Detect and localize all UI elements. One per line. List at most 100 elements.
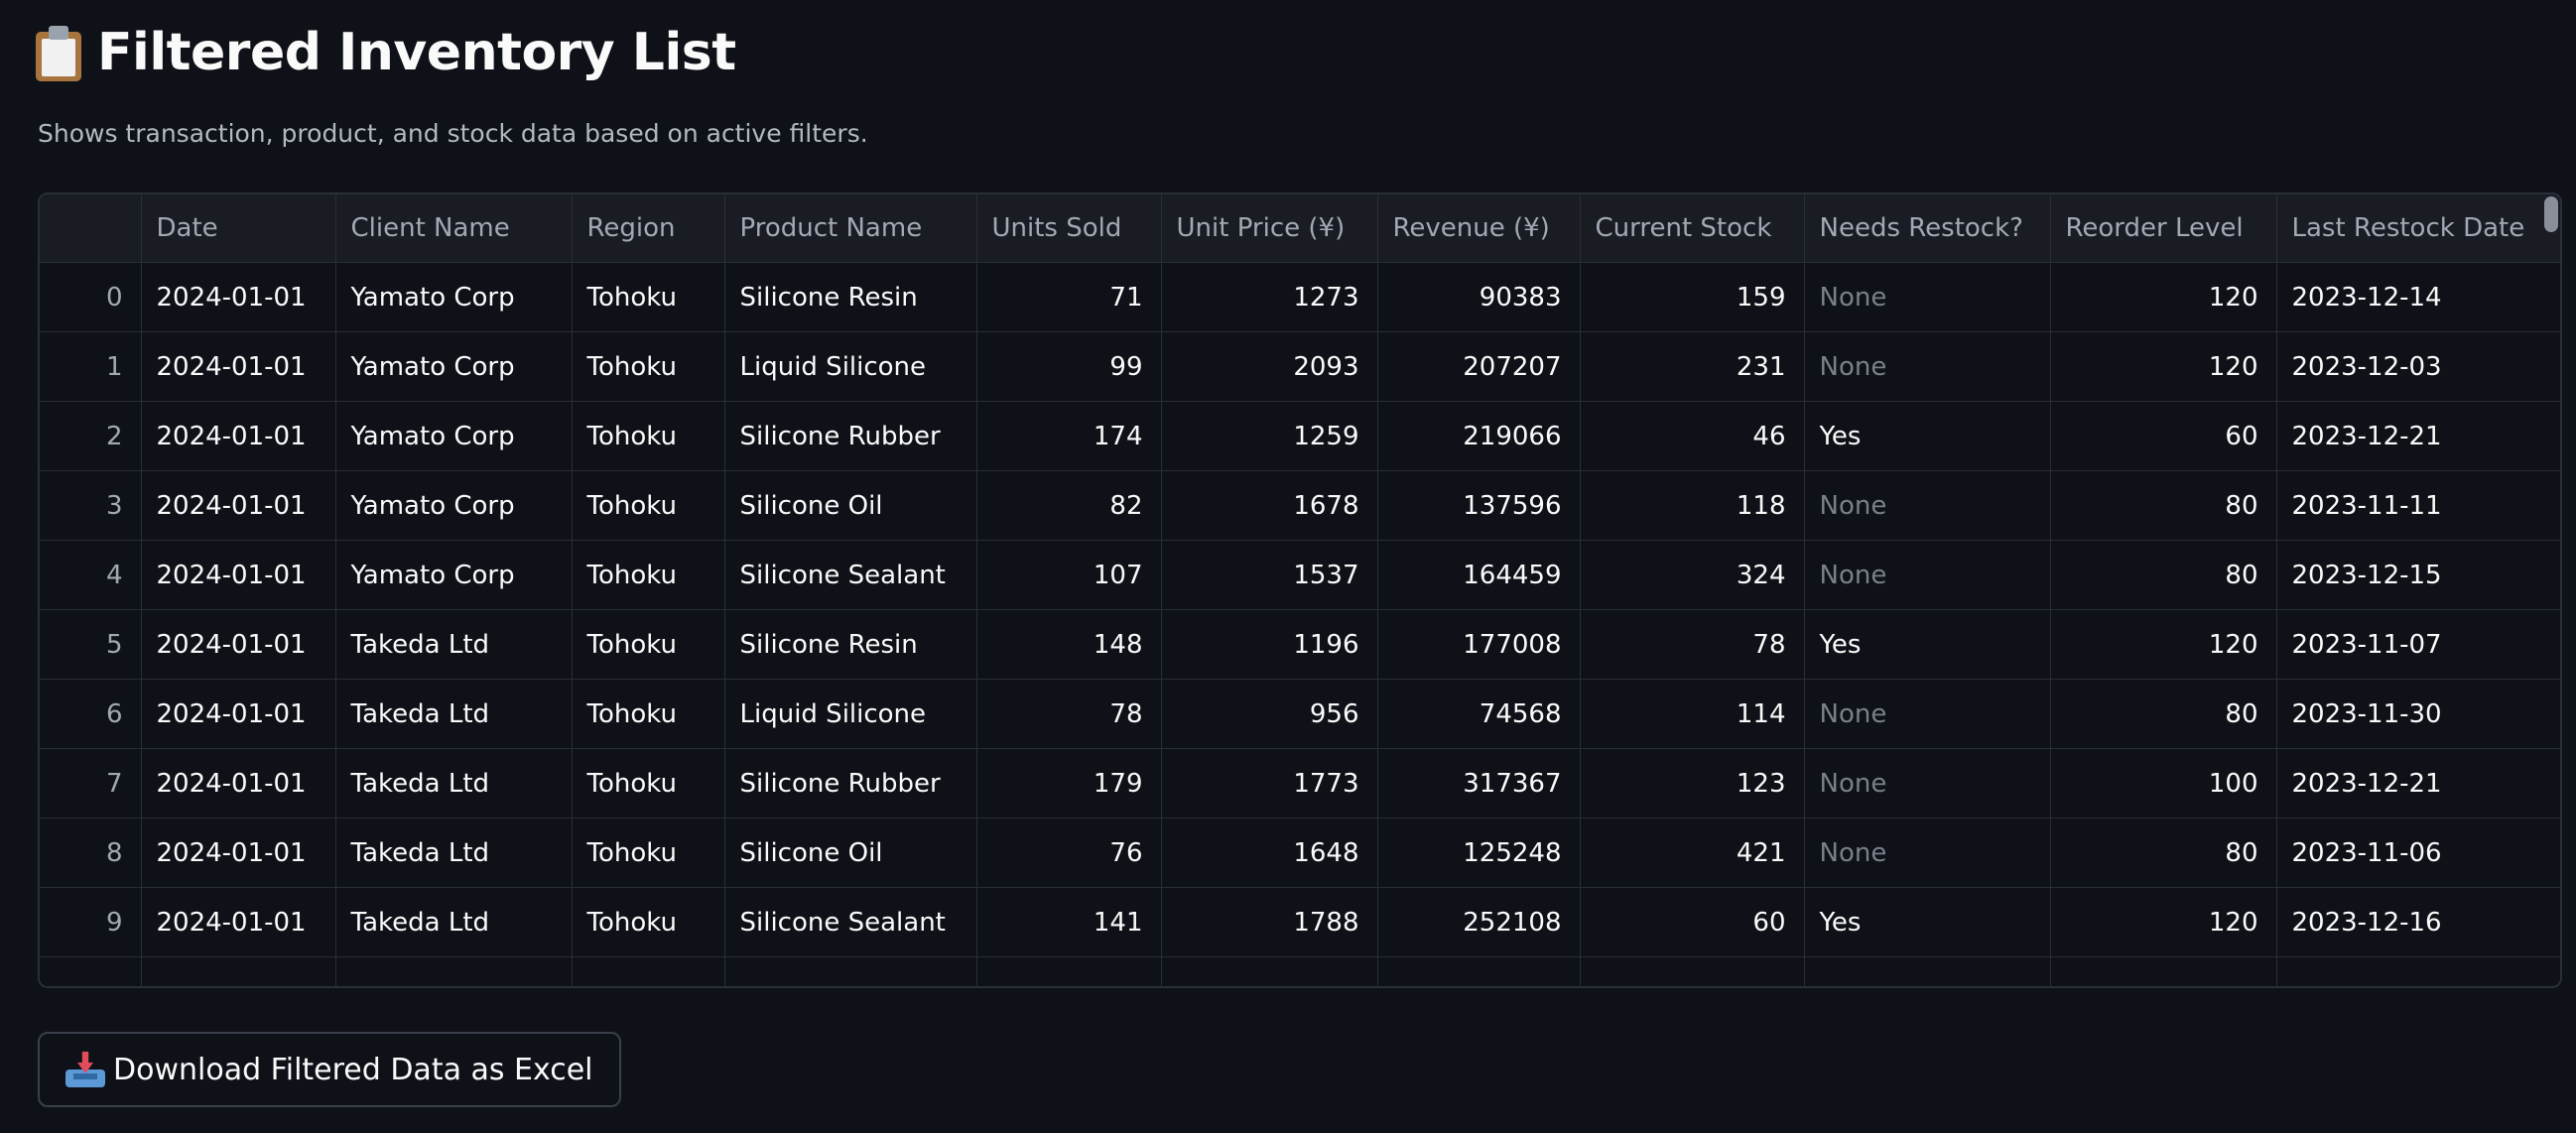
column-header[interactable]: Current Stock bbox=[1580, 194, 1805, 263]
column-header[interactable]: Units Sold bbox=[976, 194, 1162, 263]
table-cell[interactable]: 148 bbox=[976, 609, 1162, 680]
table-cell[interactable]: 1788 bbox=[1161, 887, 1378, 957]
table-row[interactable]: 7 2024-01-01 Takeda Ltd Tohoku Silicone Rubb… bbox=[40, 748, 2560, 818]
table-cell[interactable]: 80 bbox=[2050, 679, 2277, 749]
table-cell[interactable]: Takeda Ltd bbox=[335, 887, 573, 957]
table-cell[interactable]: 324 bbox=[1580, 540, 1805, 610]
table-cell[interactable]: 2023-11-06 bbox=[2276, 818, 2560, 888]
table-cell[interactable]: 90383 bbox=[1377, 262, 1581, 332]
table-row[interactable]: 3 2024-01-01 Yamato Corp Tohoku Silicone Oil… bbox=[40, 470, 2560, 541]
table-cell[interactable]: Liquid Silicone bbox=[724, 331, 977, 402]
table-cell[interactable]: 99 bbox=[976, 331, 1162, 402]
row-index[interactable]: 5 bbox=[40, 609, 142, 680]
table-cell[interactable]: 82 bbox=[976, 470, 1162, 541]
table-cell[interactable]: Tohoku bbox=[572, 470, 725, 541]
table-cell[interactable]: 2093 bbox=[1161, 331, 1378, 402]
table-cell[interactable]: 179 bbox=[976, 748, 1162, 818]
table-cell[interactable]: Silicone Rubber bbox=[724, 401, 977, 471]
table-cell[interactable]: 2023-11-30 bbox=[2276, 679, 2560, 749]
table-cell[interactable]: 2023-11-11 bbox=[2276, 470, 2560, 541]
table-cell[interactable]: 125248 bbox=[1377, 818, 1581, 888]
table-cell[interactable]: 1196 bbox=[1161, 609, 1378, 680]
table-cell[interactable]: None bbox=[1804, 818, 2051, 888]
column-header[interactable]: Product Name bbox=[724, 194, 977, 263]
table-cell[interactable]: Silicone Oil bbox=[724, 470, 977, 541]
table-cell[interactable]: 120 bbox=[2050, 331, 2277, 402]
column-header[interactable]: Region bbox=[572, 194, 725, 263]
table-cell[interactable]: Yamato Corp bbox=[335, 540, 573, 610]
table-cell[interactable]: 114 bbox=[1580, 679, 1805, 749]
table-cell[interactable]: 2024-01-01 bbox=[141, 679, 336, 749]
table-cell[interactable]: None bbox=[1804, 470, 2051, 541]
table-row[interactable]: 9 2024-01-01 Takeda Ltd Tohoku Silicone Seal… bbox=[40, 887, 2560, 957]
table-cell[interactable]: 1259 bbox=[1161, 401, 1378, 471]
table-cell[interactable]: 2023-12-21 bbox=[2276, 748, 2560, 818]
table-cell[interactable]: 2024-01-01 bbox=[141, 470, 336, 541]
table-cell[interactable]: Tohoku bbox=[572, 818, 725, 888]
table-row[interactable]: 8 2024-01-01 Takeda Ltd Tohoku Silicone Oil 7… bbox=[40, 818, 2560, 888]
table-cell[interactable]: 2023-11-07 bbox=[2276, 609, 2560, 680]
table-cell[interactable]: 80 bbox=[2050, 540, 2277, 610]
table-cell[interactable]: 1273 bbox=[1161, 262, 1378, 332]
table-cell[interactable]: 2024-01-01 bbox=[141, 331, 336, 402]
column-header[interactable]: Client Name bbox=[335, 194, 573, 263]
table-cell[interactable]: 80 bbox=[2050, 818, 2277, 888]
table-cell[interactable]: Tohoku bbox=[572, 679, 725, 749]
table-cell[interactable]: 2024-01-01 bbox=[141, 748, 336, 818]
table-cell[interactable]: Yamato Corp bbox=[335, 401, 573, 471]
column-header[interactable]: Unit Price (¥) bbox=[1161, 194, 1378, 263]
row-index[interactable]: 9 bbox=[40, 887, 142, 957]
table-cell[interactable]: 100 bbox=[2050, 748, 2277, 818]
table-cell[interactable]: 46 bbox=[1580, 401, 1805, 471]
table-row[interactable]: 4 2024-01-01 Yamato Corp Tohoku Silicone Sea… bbox=[40, 540, 2560, 610]
table-cell[interactable]: Yes bbox=[1804, 401, 2051, 471]
table-cell[interactable]: Silicone Oil bbox=[724, 818, 977, 888]
table-cell[interactable]: 1537 bbox=[1161, 540, 1378, 610]
row-index[interactable]: 4 bbox=[40, 540, 142, 610]
table-row[interactable]: 1 2024-01-01 Yamato Corp Tohoku Liquid Silic… bbox=[40, 331, 2560, 402]
table-cell[interactable]: Takeda Ltd bbox=[335, 679, 573, 749]
table-cell[interactable]: None bbox=[1804, 679, 2051, 749]
table-cell[interactable]: Tohoku bbox=[572, 401, 725, 471]
table-cell[interactable]: 120 bbox=[2050, 262, 2277, 332]
table-cell[interactable]: Silicone Resin bbox=[724, 262, 977, 332]
table-cell[interactable]: Yes bbox=[1804, 887, 2051, 957]
table-cell[interactable]: 74568 bbox=[1377, 679, 1581, 749]
column-header[interactable]: Reorder Level bbox=[2050, 194, 2277, 263]
table-cell[interactable]: 2024-01-01 bbox=[141, 609, 336, 680]
table-cell[interactable]: Yes bbox=[1804, 609, 2051, 680]
table-cell[interactable]: 2024-01-01 bbox=[141, 401, 336, 471]
table-cell[interactable]: 2023-12-16 bbox=[2276, 887, 2560, 957]
row-index[interactable]: 8 bbox=[40, 818, 142, 888]
table-row[interactable]: 6 2024-01-01 Takeda Ltd Tohoku Liquid Silico… bbox=[40, 679, 2560, 749]
table-cell[interactable]: 207207 bbox=[1377, 331, 1581, 402]
table-cell[interactable]: Yamato Corp bbox=[335, 331, 573, 402]
table-cell[interactable]: 120 bbox=[2050, 887, 2277, 957]
table-cell[interactable]: Takeda Ltd bbox=[335, 748, 573, 818]
table-cell[interactable]: Tohoku bbox=[572, 540, 725, 610]
table-cell[interactable]: 164459 bbox=[1377, 540, 1581, 610]
table-cell[interactable]: 159 bbox=[1580, 262, 1805, 332]
table-cell[interactable]: 231 bbox=[1580, 331, 1805, 402]
vertical-scrollbar[interactable] bbox=[2544, 196, 2558, 232]
row-index[interactable]: 7 bbox=[40, 748, 142, 818]
table-cell[interactable]: 78 bbox=[1580, 609, 1805, 680]
column-header[interactable]: Revenue (¥) bbox=[1377, 194, 1581, 263]
table-cell[interactable]: 1648 bbox=[1161, 818, 1378, 888]
download-excel-button[interactable]: Download Filtered Data as Excel bbox=[38, 1032, 621, 1107]
table-cell[interactable]: Silicone Sealant bbox=[724, 540, 977, 610]
table-cell[interactable]: Tohoku bbox=[572, 887, 725, 957]
row-index[interactable]: 0 bbox=[40, 262, 142, 332]
table-cell[interactable]: 2023-12-21 bbox=[2276, 401, 2560, 471]
table-cell[interactable]: 177008 bbox=[1377, 609, 1581, 680]
table-cell[interactable]: 71 bbox=[976, 262, 1162, 332]
table-cell[interactable]: Silicone Resin bbox=[724, 609, 977, 680]
table-cell[interactable]: 78 bbox=[976, 679, 1162, 749]
column-header[interactable]: Date bbox=[141, 194, 336, 263]
row-index[interactable]: 2 bbox=[40, 401, 142, 471]
column-header[interactable]: Needs Restock? bbox=[1804, 194, 2051, 263]
table-cell[interactable]: 137596 bbox=[1377, 470, 1581, 541]
table-cell[interactable]: 174 bbox=[976, 401, 1162, 471]
table-cell[interactable]: 2023-12-15 bbox=[2276, 540, 2560, 610]
row-index[interactable]: 1 bbox=[40, 331, 142, 402]
